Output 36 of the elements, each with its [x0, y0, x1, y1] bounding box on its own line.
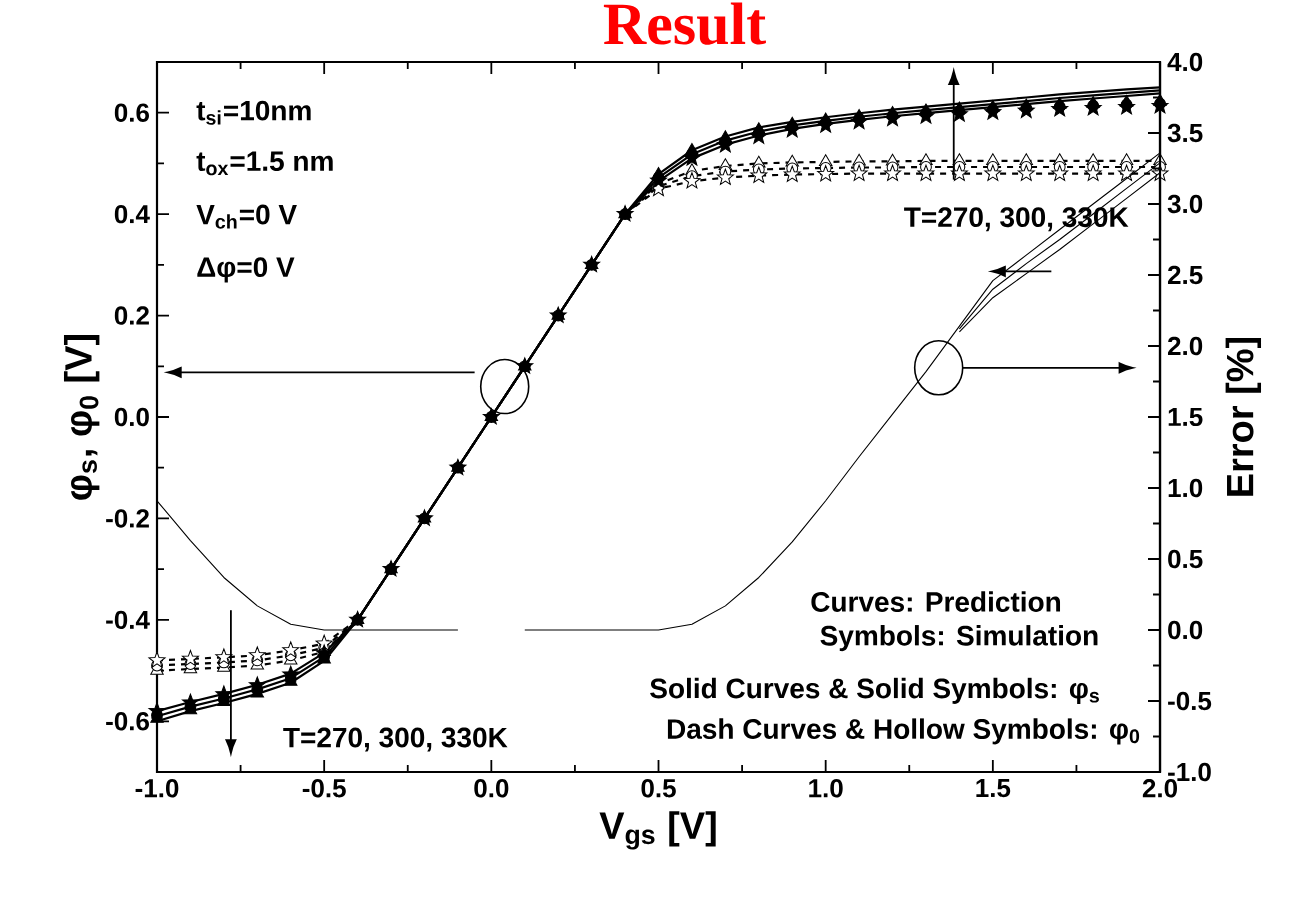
- x-tick-label: 1.5: [976, 779, 1011, 798]
- y2-tick-label: 3.0: [1167, 194, 1203, 214]
- annotation: Solid Curves & Solid Symbols: φ$_{s}$: [650, 677, 1099, 704]
- y2-tick-label: 4.0: [1167, 52, 1203, 72]
- annotation: Symbols: Simulation: [820, 625, 1098, 652]
- chart-title: Result: [603, 2, 766, 45]
- y-tick-label: -0.4: [106, 610, 150, 630]
- annotation: Curves: Prediction: [811, 591, 1061, 612]
- y-tick-label: -0.2: [106, 509, 149, 528]
- y-tick-label: 0.6: [114, 103, 149, 122]
- x-tick-label: -1.0: [135, 779, 179, 798]
- x-tick-label: 1.0: [809, 779, 843, 798]
- annotation: Dash Curves & Hollow Symbols: φ$_{0}$: [667, 718, 1140, 745]
- x-axis-title: V$_{gs}$ [V]: [599, 811, 716, 850]
- y-tick-label: 0.2: [114, 306, 149, 325]
- y-axis-title: φ$_{s}$, φ$_{0}$ [V]: [63, 335, 100, 500]
- y-tick-label: 0.4: [114, 204, 150, 224]
- x-tick-label: 0.5: [641, 779, 676, 798]
- y-tick-label: -0.6: [106, 712, 149, 731]
- y2-tick-label: 0.0: [1168, 620, 1203, 640]
- annotation: Δφ=0 V: [197, 257, 295, 283]
- annotation: t$_{ox}$=1.5 nm: [196, 151, 333, 176]
- y2-axis-title: Error [%]: [1225, 337, 1262, 496]
- y2-tick-label: -0.5: [1168, 691, 1212, 711]
- y2-tick-label: 0.5: [1168, 549, 1203, 569]
- annotation: T=270, 300, 330K: [283, 727, 508, 752]
- y2-tick-label: 2.0: [1167, 336, 1203, 356]
- x-tick-label: -0.5: [302, 779, 346, 798]
- y2-tick-label: 1.0: [1168, 478, 1203, 498]
- annotation: V$_{ch}$=0 V: [196, 204, 297, 229]
- y-tick-label: 0.0: [114, 407, 149, 427]
- annotation: t$_{si}$=10nm: [196, 100, 311, 125]
- y2-tick-label: 1.5: [1168, 407, 1203, 427]
- y2-tick-label: 2.5: [1167, 265, 1203, 285]
- y2-tick-label: 3.5: [1167, 123, 1203, 143]
- x-tick-label: 0.0: [474, 779, 509, 798]
